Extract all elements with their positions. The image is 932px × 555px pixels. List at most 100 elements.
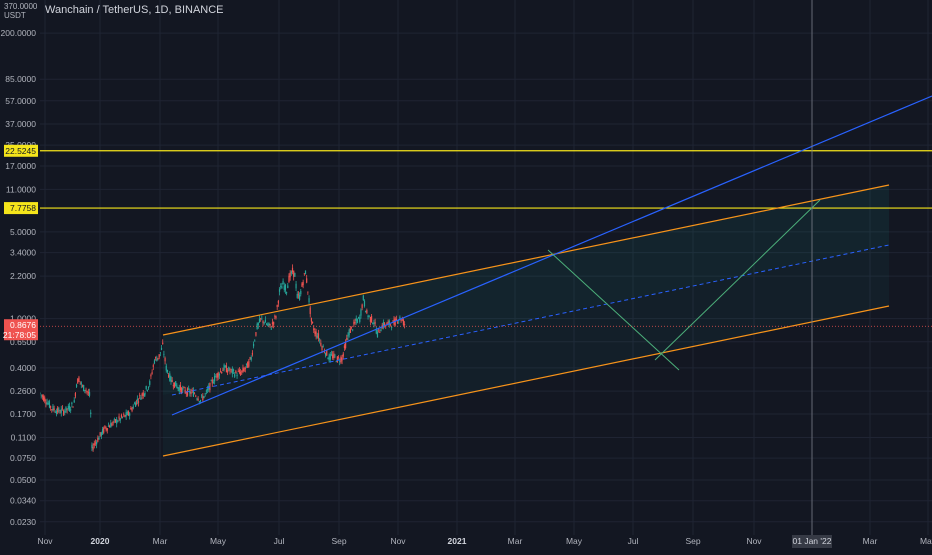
trend-line-blue-dashed[interactable] xyxy=(171,244,890,396)
y-tick-label: 17.0000 xyxy=(5,161,36,171)
x-axis[interactable]: Nov 2020 Mar May Jul Sep Nov 2021 Mar May Jul Sep No… xyxy=(0,535,932,550)
candle-body xyxy=(329,354,331,360)
candle-body xyxy=(66,408,68,410)
candle-body xyxy=(127,411,130,416)
candle-body xyxy=(218,373,220,376)
candle-body xyxy=(214,375,216,382)
candle-body xyxy=(367,315,369,318)
candle-body xyxy=(192,390,194,397)
candle-body xyxy=(40,394,42,396)
candle-body xyxy=(391,327,393,329)
candle-body xyxy=(183,387,185,388)
candle-body xyxy=(204,393,206,395)
candle-body xyxy=(81,385,84,387)
candle-body xyxy=(46,402,48,405)
candle-body xyxy=(345,342,347,349)
candle-body xyxy=(58,408,60,412)
candle-body xyxy=(379,332,381,334)
candle-body xyxy=(250,357,252,360)
candle-body xyxy=(353,321,355,325)
symbol-title[interactable]: Wanchain / TetherUS, 1D, BINANCE xyxy=(45,4,224,16)
candle-body xyxy=(341,357,343,361)
candle-body xyxy=(273,321,275,325)
x-tick-label: Jul xyxy=(628,536,639,546)
candle-body xyxy=(245,363,248,365)
candle-body xyxy=(362,295,364,300)
candle-body xyxy=(188,388,190,390)
candle-body xyxy=(400,319,402,321)
x-tick-label: Mar xyxy=(153,536,168,546)
candle-body xyxy=(98,437,100,440)
candle-body xyxy=(195,395,197,397)
candle-body xyxy=(249,357,251,359)
level-badge[interactable] xyxy=(4,144,38,157)
candle-body xyxy=(320,342,322,346)
candle-body xyxy=(206,389,209,391)
trend-line-blue[interactable] xyxy=(171,95,932,416)
candle-body xyxy=(99,432,101,436)
level-badge[interactable] xyxy=(4,202,38,215)
candle-body xyxy=(88,392,91,396)
candles xyxy=(39,264,406,452)
y-tick-label: 37.0000 xyxy=(5,119,36,129)
candle-body xyxy=(159,352,161,354)
trend-line-green-up[interactable] xyxy=(654,199,821,361)
candle-body xyxy=(170,376,172,382)
candle-body xyxy=(202,396,204,401)
candle-body xyxy=(256,323,258,330)
candle-body xyxy=(396,321,399,323)
candle-body xyxy=(276,305,278,308)
candle-body xyxy=(117,421,119,423)
candle-body xyxy=(321,346,323,350)
x-tick-label: May xyxy=(210,536,227,546)
channel-lower-line[interactable] xyxy=(162,305,890,457)
candle-body xyxy=(231,368,233,374)
candle-body xyxy=(193,393,196,395)
candle-body xyxy=(141,393,143,396)
candle-body xyxy=(265,323,268,325)
candle-body xyxy=(45,402,47,404)
candle-body xyxy=(304,270,307,275)
candle-body xyxy=(181,387,183,393)
candle-body xyxy=(210,380,212,382)
candle-body xyxy=(376,332,379,338)
price-badge[interactable] xyxy=(4,319,38,341)
candle-body xyxy=(280,286,282,288)
candle-body xyxy=(269,323,271,326)
candle-body xyxy=(240,371,242,375)
candle-body xyxy=(85,389,87,391)
candle-body xyxy=(75,384,78,387)
candle-body xyxy=(335,361,337,363)
candle-body xyxy=(160,347,163,350)
candle-body xyxy=(263,322,265,324)
candle-body xyxy=(79,381,81,383)
candle-body xyxy=(392,320,394,322)
candle-body xyxy=(196,398,198,400)
candle-body xyxy=(83,385,85,392)
candle-body xyxy=(370,316,373,323)
candle-body xyxy=(402,319,405,325)
candle-body xyxy=(125,412,127,417)
level-badge-label: 7.7758 xyxy=(10,203,36,213)
y-tick-label: 0.1700 xyxy=(10,409,36,419)
level-badge-label: 22.5245 xyxy=(5,146,36,156)
candle-body xyxy=(348,329,350,336)
channel-upper-line[interactable] xyxy=(162,184,890,336)
candle-body xyxy=(237,371,239,372)
candle-body xyxy=(336,356,338,363)
candle-body xyxy=(352,329,354,331)
y-tick-label: 0.0230 xyxy=(10,517,36,527)
candle-body xyxy=(278,289,281,292)
candle-body xyxy=(97,437,99,442)
y-axis[interactable]: 200.000085.000057.000037.000025.000017.0… xyxy=(0,0,40,535)
y-tick-label: 3.4000 xyxy=(10,248,36,258)
candle-body xyxy=(151,372,153,374)
candle-body xyxy=(373,323,375,324)
candle-body xyxy=(164,357,166,362)
x-tick-label: Mar xyxy=(863,536,878,546)
candle-body xyxy=(277,300,279,304)
trend-line-green-down[interactable] xyxy=(547,249,680,371)
candle-body xyxy=(268,322,270,325)
